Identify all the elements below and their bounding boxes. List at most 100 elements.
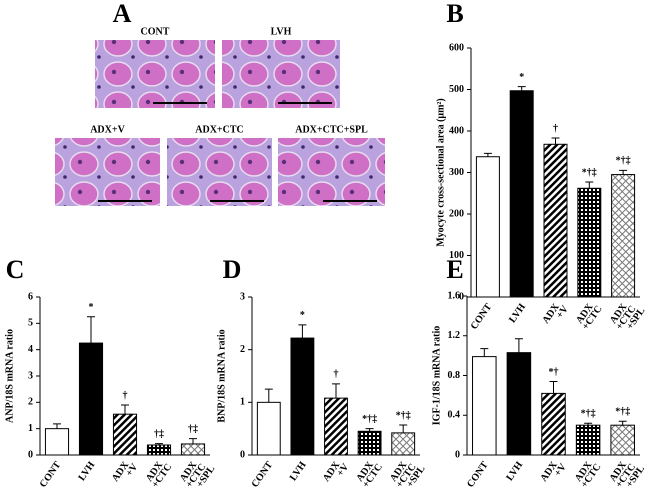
significance-label: *†‡ [581,408,596,419]
y-tick-label: 1.6 [448,290,461,301]
image-label: LVH [271,26,292,37]
bar [112,413,138,456]
x-tick-label: LVH [504,460,525,483]
bar [146,444,172,456]
error-bar [189,438,197,444]
x-tick-label: CONT [465,459,491,489]
histology-image [278,138,385,206]
bar [577,187,602,298]
error-bar [517,86,526,91]
y-tick-label: 1.2 [448,330,461,341]
y-tick-label: 6 [28,291,33,302]
y-tick-label: 0.8 [448,370,461,381]
error-bar [155,443,163,445]
panel-letter: C [6,255,25,284]
significance-label: * [89,302,94,313]
error-bar [584,422,593,426]
bar [391,432,416,456]
bar [506,352,532,456]
y-tick-label: 1 [240,397,245,408]
error-bar [618,420,627,426]
x-tick-label: LVH [507,302,528,325]
bar [475,156,500,298]
y-tick-label: 3 [28,370,33,381]
y-tick-label: 2 [240,344,245,355]
y-tick-label: 3 [240,291,245,302]
bar [543,143,568,298]
y-axis-label: BNP/18S mRNA ratio [216,329,227,422]
error-bar [480,348,489,357]
significance-label: † [553,123,558,134]
bar [324,397,348,456]
y-tick-label: 200 [449,208,464,219]
y-tick-label: 4 [28,344,33,355]
histology-image [167,138,272,206]
image-label: ADX+CTC+SPL [295,124,368,135]
y-tick-label: 0 [240,449,245,460]
bar [509,90,534,298]
significance-label: †‡ [154,429,164,440]
significance-label: † [123,390,128,401]
bar [44,428,70,456]
error-bar [121,404,129,415]
y-tick-label: 2 [28,397,33,408]
y-tick-label: 0 [28,449,33,460]
panel-letter: B [446,0,463,28]
histology-image [222,40,340,108]
y-tick-label: 600 [449,42,464,53]
bar [78,342,104,456]
x-tick-label: LVH [76,460,97,483]
y-tick-label: 0 [459,291,464,302]
significance-label: *†‡ [582,167,597,178]
error-bar [53,423,61,429]
y-tick-label: 0 [455,449,460,460]
image-label: ADX+CTC [195,124,243,135]
y-axis-label: IGF-1/18S mRNA ratio [431,326,442,425]
x-tick-label: LVH [288,460,309,483]
error-bar [549,380,558,394]
significance-label: * [300,310,305,321]
y-tick-label: 5 [28,318,33,329]
error-bar [585,181,594,189]
error-bar [483,152,492,157]
error-bar [365,428,374,432]
bar [256,401,281,456]
bar [290,337,315,456]
x-tick-label: CONT [469,301,495,331]
error-bar [87,316,95,344]
bar [472,356,497,456]
bar [610,424,635,456]
error-bar [264,388,273,403]
y-tick-label: 0.4 [448,410,461,421]
image-label: CONT [141,26,170,37]
error-bar [619,169,628,175]
y-tick-label: 300 [449,167,464,178]
panel-letter: D [223,255,242,284]
x-tick-label: CONT [38,459,64,489]
x-tick-label: CONT [250,459,276,489]
histology-image [95,40,215,108]
error-bar [551,137,560,145]
y-axis-label: Myocyte cross-sectional area (μm²) [435,98,446,247]
bar [575,424,601,456]
image-label: ADX+V [90,124,125,135]
histology-panel: CONT LVH ADX+V ADX+CTC ADX+CTC+SPL [55,26,385,206]
panel-letter: E [446,255,463,284]
panel-letter: A [113,0,132,28]
histology-image [55,138,160,206]
bar [541,392,566,456]
significance-label: *†‡ [396,410,411,421]
significance-label: * [519,72,524,83]
bar [611,174,636,298]
y-tick-label: 100 [449,250,464,261]
significance-label: *†‡ [362,414,377,425]
y-tick-label: 1 [28,423,33,434]
error-bar [399,424,408,433]
y-tick-label: 400 [449,125,464,136]
significance-label: † [334,369,339,380]
y-tick-label: 500 [449,84,464,95]
error-bar [332,383,340,399]
significance-label: †‡ [188,424,198,435]
y-axis-label: ANP/18S mRNA ratio [4,329,15,423]
